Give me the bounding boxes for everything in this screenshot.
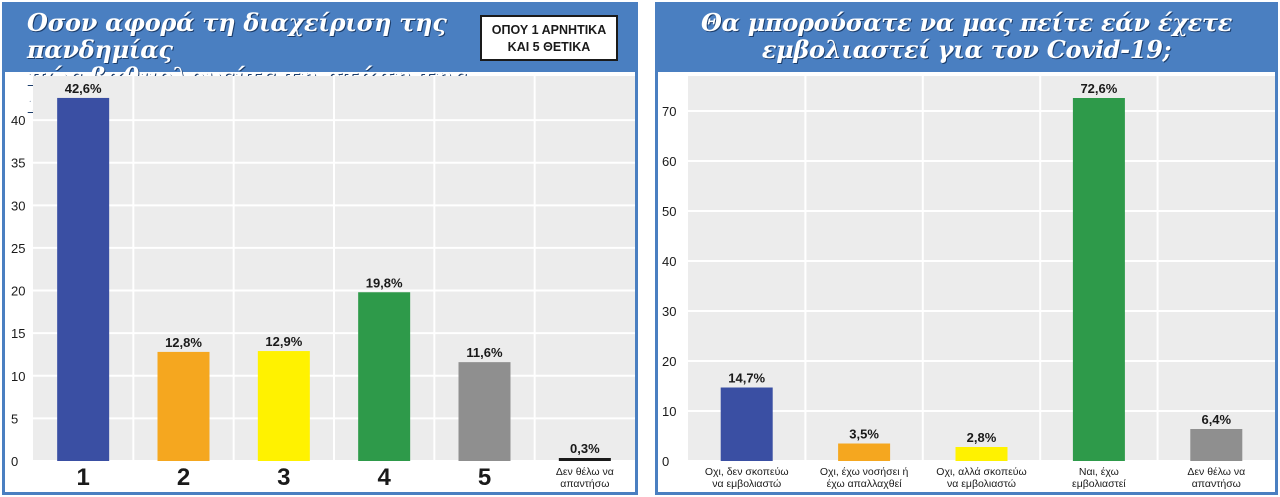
left-bar bbox=[358, 292, 411, 461]
right-bar bbox=[1072, 98, 1125, 461]
left-x-tick-label: 2 bbox=[177, 464, 190, 491]
right-x-tick-label: Οχι, έχω νοσήσει ή bbox=[820, 466, 909, 478]
left-data-label: 11,6% bbox=[466, 345, 503, 360]
left-x-tick-label: 4 bbox=[377, 464, 391, 491]
left-x-tick-label: Δεν θέλω να bbox=[556, 466, 614, 478]
left-data-label: 19,8% bbox=[366, 275, 403, 290]
left-data-label: 42,6% bbox=[65, 81, 102, 96]
right-bar bbox=[955, 447, 1008, 461]
left-bar bbox=[458, 362, 511, 461]
left-bar bbox=[157, 351, 210, 461]
left-data-label: 12,9% bbox=[265, 334, 302, 349]
left-bar bbox=[257, 351, 310, 461]
left-y-tick-label: 35 bbox=[11, 156, 25, 171]
right-x-tick-label: να εμβολιαστώ bbox=[712, 478, 781, 490]
right-x-tick-label: έχω απαλλαχθεί bbox=[827, 478, 903, 490]
left-y-tick-label: 10 bbox=[11, 369, 25, 384]
left-y-tick-label: 30 bbox=[11, 198, 25, 213]
right-y-tick-label: 60 bbox=[662, 154, 676, 169]
left-data-label: 12,8% bbox=[165, 335, 202, 350]
left-y-tick-label: 20 bbox=[11, 284, 25, 299]
right-chart-title: Θα μπορούσατε να μας πείτε εάν έχετε εμβ… bbox=[700, 8, 1233, 64]
right-y-tick-label: 10 bbox=[662, 404, 676, 419]
left-chart-header: Οσον αφορά τη διαχείριση της πανδημίας π… bbox=[5, 5, 635, 117]
right-x-tick-label: Ναι, έχω bbox=[1079, 466, 1119, 478]
left-bar bbox=[558, 458, 611, 461]
right-y-tick-label: 40 bbox=[662, 254, 676, 269]
left-chart-panel: Οσον αφορά τη διαχείριση της πανδημίας π… bbox=[2, 2, 638, 495]
left-y-tick-label: 25 bbox=[11, 241, 25, 256]
right-x-tick-label: απαντήσω bbox=[1192, 478, 1241, 490]
left-x-tick-label: 3 bbox=[277, 464, 290, 491]
right-chart-header: Θα μπορούσατε να μας πείτε εάν έχετε εμβ… bbox=[658, 5, 1275, 72]
right-plot-area bbox=[688, 76, 1275, 461]
right-data-label: 14,7% bbox=[728, 371, 765, 386]
left-y-tick-label: 40 bbox=[11, 113, 25, 128]
right-y-tick-label: 50 bbox=[662, 204, 676, 219]
right-x-tick-label: εμβολιαστεί bbox=[1072, 478, 1126, 490]
right-x-tick-label: Δεν θέλω να bbox=[1187, 466, 1245, 478]
left-bar bbox=[57, 97, 110, 461]
left-bar-chart: 0 5 10 15 20 25 30 35 40 42,6% 1 12,8% 2 12,9% 3 19,8% 4… bbox=[11, 76, 635, 491]
right-chart-panel: Θα μπορούσατε να μας πείτε εάν έχετε εμβ… bbox=[655, 2, 1278, 495]
scale-note-box: ΟΠΟΥ 1 ΑΡΝΗΤΙΚΑ ΚΑΙ 5 ΘΕΤΙΚΑ bbox=[480, 15, 618, 61]
right-data-label: 2,8% bbox=[967, 430, 997, 445]
right-bar bbox=[720, 387, 773, 461]
right-y-tick-label: 0 bbox=[662, 454, 669, 469]
right-y-tick-label: 70 bbox=[662, 104, 676, 119]
right-bar bbox=[838, 443, 891, 461]
right-data-label: 72,6% bbox=[1080, 81, 1117, 96]
right-y-tick-label: 20 bbox=[662, 354, 676, 369]
right-data-label: 3,5% bbox=[849, 427, 879, 442]
left-y-tick-label: 0 bbox=[11, 454, 18, 469]
left-data-label: 0,3% bbox=[570, 441, 600, 456]
right-x-tick-label: Οχι, δεν σκοπεύω bbox=[705, 466, 789, 478]
left-y-tick-label: 5 bbox=[11, 411, 18, 426]
left-x-tick-label: 1 bbox=[76, 464, 89, 491]
right-y-tick-label: 30 bbox=[662, 304, 676, 319]
right-bar bbox=[1190, 429, 1243, 461]
right-x-tick-label: Οχι, αλλά σκοπεύω bbox=[936, 466, 1026, 478]
right-x-tick-label: να εμβολιαστώ bbox=[947, 478, 1016, 490]
left-x-tick-label: 5 bbox=[478, 464, 491, 491]
right-data-label: 6,4% bbox=[1201, 412, 1231, 427]
left-y-tick-label: 15 bbox=[11, 326, 25, 341]
left-x-tick-label: απαντήσω bbox=[560, 478, 609, 490]
